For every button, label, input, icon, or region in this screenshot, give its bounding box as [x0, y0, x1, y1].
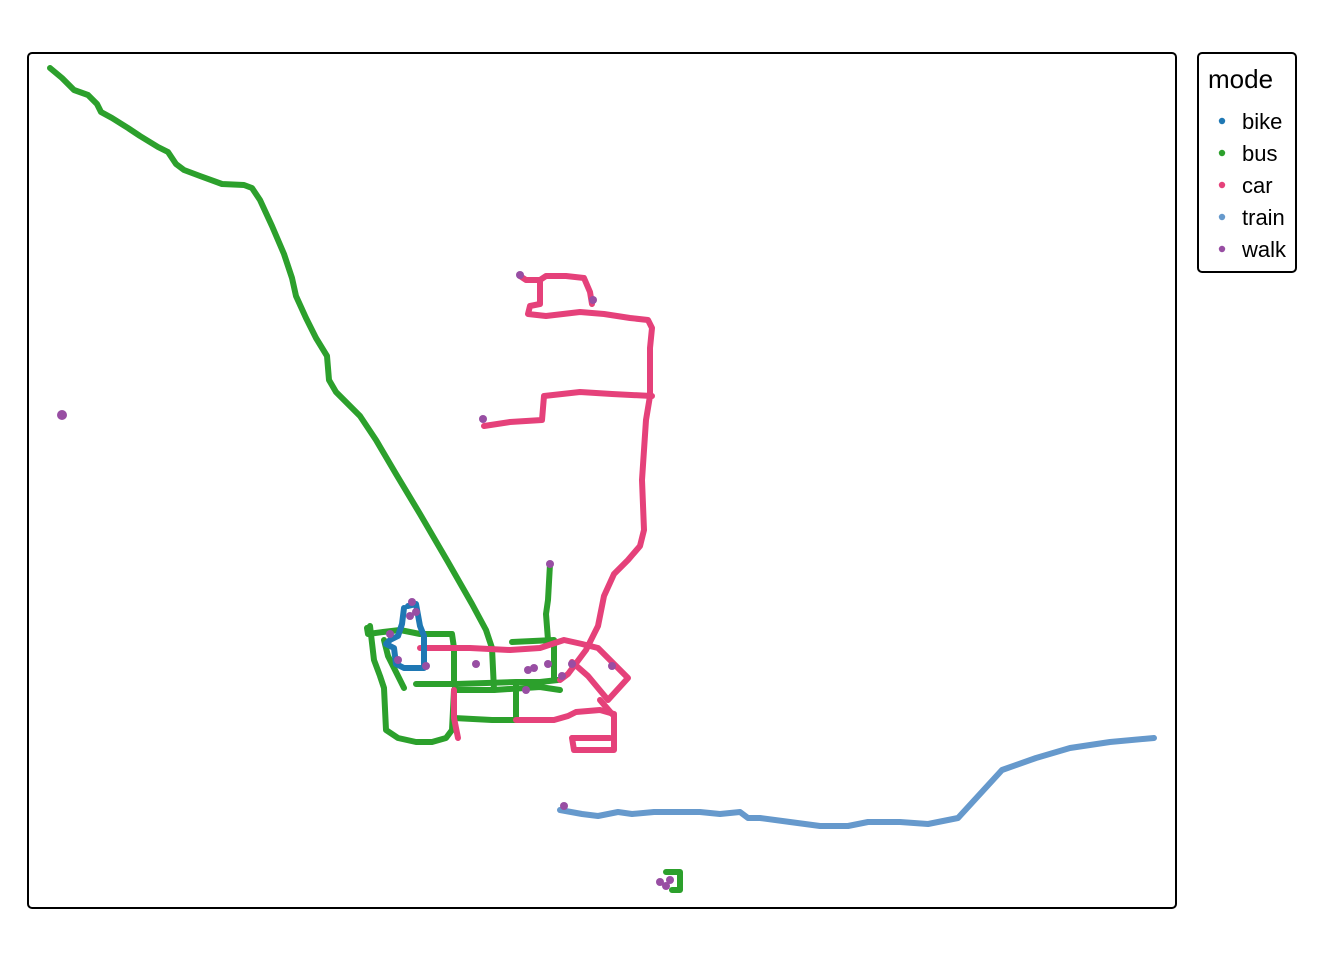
legend-label-walk: walk [1241, 237, 1287, 262]
walk-point [568, 660, 576, 668]
walk-point [656, 878, 664, 886]
walk-point [472, 660, 480, 668]
walk-point [394, 656, 402, 664]
car-route-north-loop [537, 273, 595, 307]
walk-point [608, 662, 616, 670]
walk-point [412, 608, 420, 616]
walk-point [57, 410, 67, 420]
map-panel [27, 52, 1177, 909]
train-route [557, 735, 1157, 829]
bus-routes [47, 65, 683, 893]
bus-route-north-stem [543, 561, 553, 643]
car-route-center [417, 637, 631, 703]
bus-route-inner [381, 637, 407, 691]
bike-route-loop [383, 601, 427, 671]
bus-route-mid [451, 681, 519, 723]
walk-point [558, 672, 566, 680]
legend-swatch-walk [1218, 245, 1226, 253]
legend-swatch-bike [1218, 117, 1226, 125]
bike-routes [383, 601, 427, 671]
legend-label-bike: bike [1242, 109, 1282, 134]
walk-point [530, 664, 538, 672]
car-route-south [451, 687, 461, 741]
legend-label-car: car [1242, 173, 1273, 198]
bus-route-northwest [47, 65, 497, 693]
car-routes [417, 273, 655, 753]
walk-point [544, 660, 552, 668]
walk-point [406, 612, 414, 620]
car-route-west-branch [481, 389, 655, 429]
legend-label-bus: bus [1242, 141, 1277, 166]
bus-route-south-island [663, 869, 683, 893]
walk-point [408, 598, 416, 606]
legend-swatch-train [1218, 213, 1226, 221]
legend-swatch-bus [1218, 149, 1226, 157]
legend-label-train: train [1242, 205, 1285, 230]
bus-route-southwest [367, 623, 457, 745]
legend-title: mode [1208, 64, 1273, 94]
walk-point [479, 415, 487, 423]
walk-point [422, 662, 430, 670]
walk-point [546, 560, 554, 568]
legend: mode bike bus car train walk [1197, 52, 1297, 273]
walk-point [522, 686, 530, 694]
walk-point [662, 882, 670, 890]
train-routes [557, 735, 1157, 829]
walk-point [560, 802, 568, 810]
walk-point [589, 296, 597, 304]
car-route-north [517, 273, 655, 683]
walk-point [386, 630, 394, 638]
bus-route-north-spur [509, 637, 557, 683]
legend-swatch-car [1218, 181, 1226, 189]
walk-point [516, 271, 524, 279]
car-route-diagonal [597, 697, 615, 717]
walk-point [666, 876, 674, 884]
walk-points [57, 271, 674, 890]
